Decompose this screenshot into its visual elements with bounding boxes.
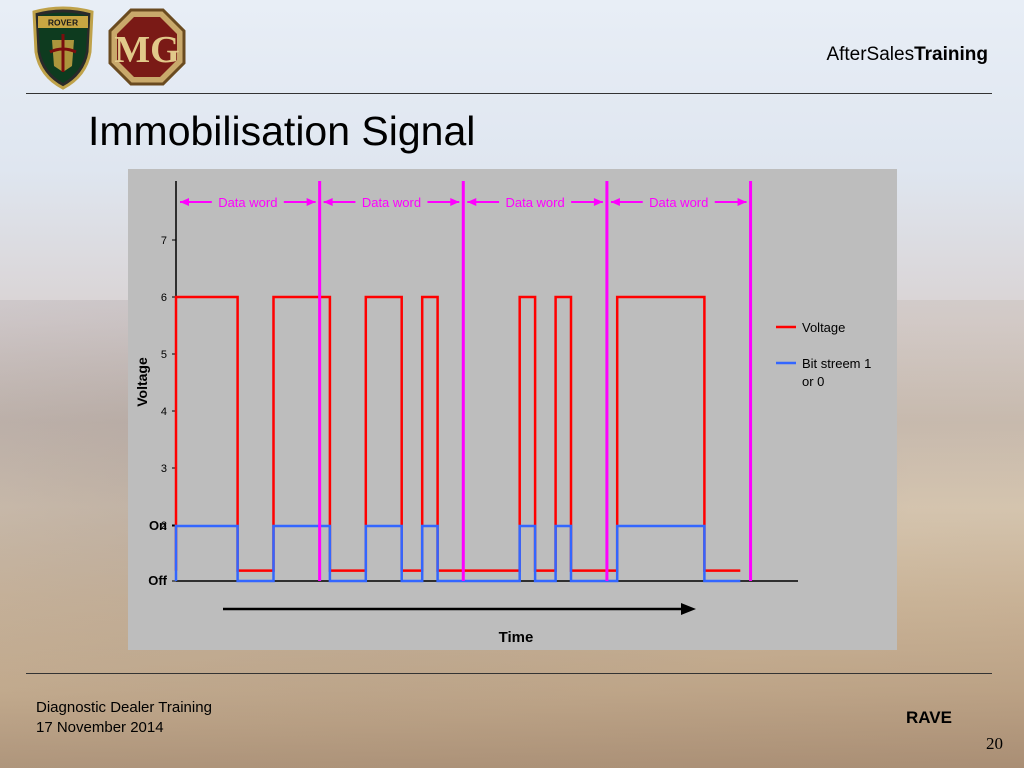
mg-logo: MG <box>108 8 186 86</box>
page-number: 20 <box>986 734 1003 753</box>
data-word-arrowhead <box>450 198 460 206</box>
rover-logo-text: ROVER <box>48 18 78 28</box>
data-word-arrowhead <box>593 198 603 206</box>
bitstream-series <box>174 524 741 583</box>
chart-panel: 7 6 5 4 3 2 On Off Voltage Time Data word Data word… <box>128 169 897 650</box>
y-tick-label: 6 <box>161 292 167 304</box>
y-tick-label: 3 <box>161 463 167 475</box>
legend-voltage-label: Voltage <box>802 320 845 335</box>
voltage-series <box>174 295 741 572</box>
y-tick-label: Off <box>148 573 167 588</box>
legend-bitstream-label: or 0 <box>802 374 824 389</box>
data-word-arrowhead <box>306 198 316 206</box>
x-axis-label: Time <box>499 629 534 646</box>
rave-logo: RAVE <box>906 708 952 727</box>
data-word-label: Data word <box>218 195 277 210</box>
header-rule <box>26 93 992 94</box>
slide-title: Immobilisation Signal <box>88 108 476 154</box>
data-word-label: Data word <box>649 195 708 210</box>
brand-prefix: AfterSales <box>826 44 915 65</box>
rover-logo: ROVER <box>32 6 94 90</box>
data-word-label: Data word <box>505 195 564 210</box>
immobilisation-signal-chart: 7 6 5 4 3 2On Off Voltage Time Data word Data word… <box>134 181 871 646</box>
y-tick-label: 7 <box>161 235 167 247</box>
data-word-arrowhead <box>180 198 189 206</box>
data-word-label: Data word <box>362 195 421 210</box>
time-arrow-head <box>681 603 696 615</box>
data-word-arrowhead <box>610 198 620 206</box>
data-word-arrowhead <box>467 198 477 206</box>
y-tick-label: 2 <box>161 520 167 532</box>
footer-text: Diagnostic Dealer Training 17 November 2… <box>36 698 212 738</box>
brand-suffix: Training <box>914 44 988 65</box>
legend-bitstream-label: Bit streem 1 <box>802 356 871 371</box>
footer-line-2: 17 November 2014 <box>36 719 164 736</box>
y-tick-label: 4 <box>161 406 167 418</box>
y-axis-label: Voltage <box>134 357 150 407</box>
mg-logo-text: MG <box>114 29 179 71</box>
footer-rule <box>26 673 992 674</box>
y-tick-label: On <box>149 518 167 533</box>
data-word-arrowhead <box>323 198 333 206</box>
aftersales-training-label: AfterSalesTraining <box>826 44 988 66</box>
data-word-arrowhead <box>737 198 747 206</box>
footer-line-1: Diagnostic Dealer Training <box>36 699 212 716</box>
y-tick-label: 5 <box>161 349 167 361</box>
